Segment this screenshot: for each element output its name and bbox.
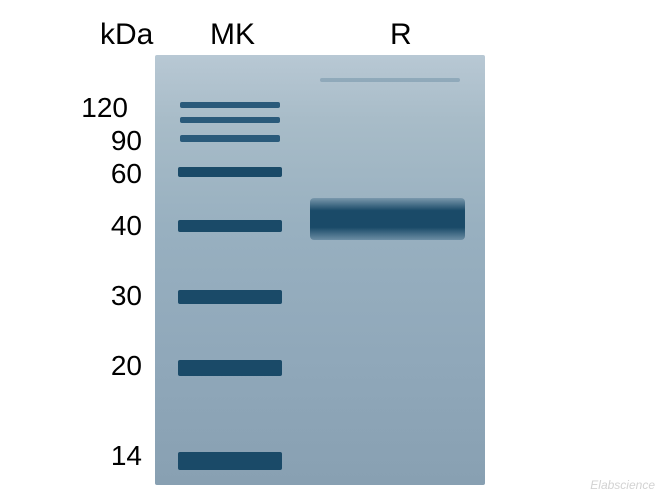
mw-label-120: 120 [68,92,128,124]
mw-label-40: 40 [82,210,142,242]
mw-label-90: 90 [82,125,142,157]
marker-band-14 [178,452,282,470]
sample-band-faint-top [320,78,460,82]
mw-label-60: 60 [82,158,142,190]
lane-r-label: R [390,18,412,52]
kda-unit-label: kDa [100,18,153,52]
marker-band-105 [180,117,280,123]
gel-image-container: kDa MK R 120 90 60 40 30 20 14 Elabscien… [0,0,670,500]
marker-band-60 [178,167,282,177]
sample-band-main [310,198,465,240]
lane-mk-label: MK [210,18,255,52]
mw-label-14: 14 [82,440,142,472]
marker-band-90 [180,135,280,142]
mw-label-30: 30 [82,280,142,312]
marker-band-20 [178,360,282,376]
mw-label-20: 20 [82,350,142,382]
marker-band-40 [178,220,282,232]
marker-band-120 [180,102,280,108]
watermark-text: Elabscience [590,478,655,492]
marker-band-30 [178,290,282,304]
